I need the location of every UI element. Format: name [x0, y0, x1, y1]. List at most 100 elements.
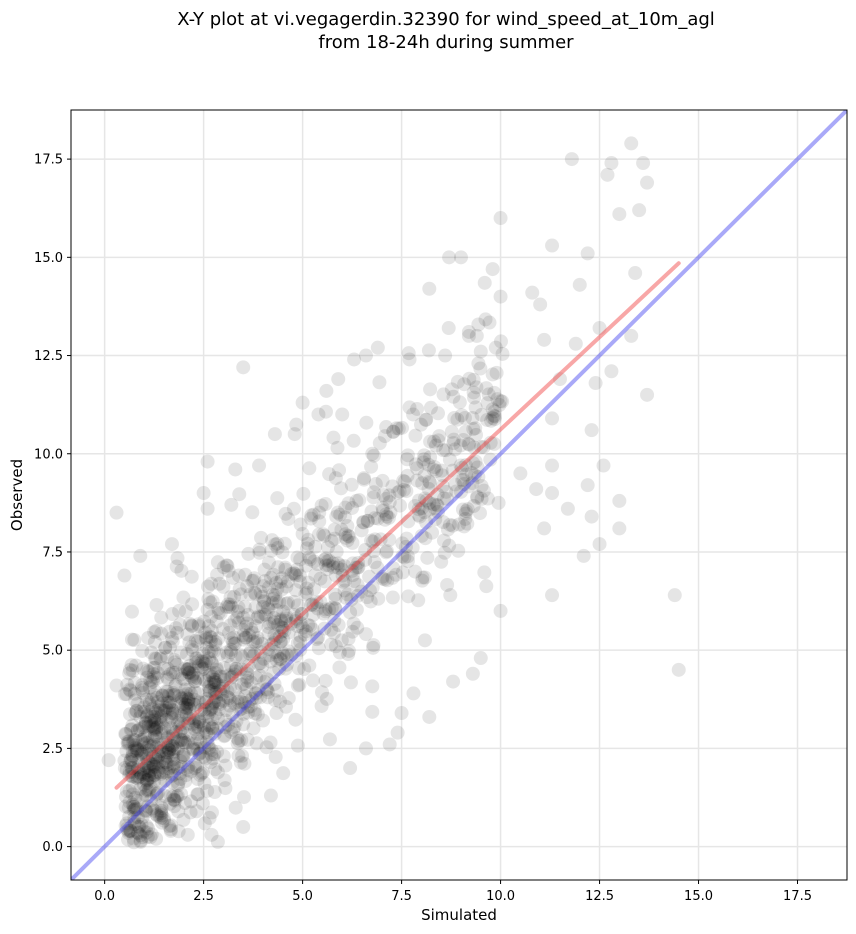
data-point — [139, 825, 154, 840]
data-point — [161, 672, 175, 687]
data-point — [190, 671, 205, 686]
data-point — [412, 493, 427, 508]
data-point — [276, 604, 291, 619]
data-point — [421, 343, 436, 358]
data-point — [187, 692, 202, 707]
data-point — [239, 681, 254, 696]
data-point — [216, 621, 231, 636]
data-point — [188, 757, 203, 772]
data-point — [338, 500, 353, 515]
data-point — [164, 818, 179, 833]
data-point — [203, 665, 218, 680]
data-point — [221, 599, 236, 614]
data-point — [244, 675, 259, 690]
data-point — [134, 746, 149, 761]
data-point — [456, 472, 471, 487]
data-point — [326, 625, 341, 640]
data-point — [457, 377, 472, 392]
data-point — [324, 622, 339, 637]
data-point — [190, 772, 205, 787]
data-point — [334, 633, 349, 648]
data-point — [233, 662, 248, 677]
data-point — [182, 661, 197, 676]
data-point — [474, 440, 489, 455]
y-tick-label: 7.5 — [42, 545, 63, 560]
data-point — [480, 491, 495, 506]
data-point — [190, 726, 205, 741]
data-point — [127, 743, 142, 758]
data-point — [154, 610, 169, 625]
data-point — [294, 607, 309, 622]
data-point — [284, 647, 299, 662]
data-point — [203, 755, 218, 770]
data-point — [171, 804, 186, 819]
data-point — [174, 645, 189, 660]
data-point — [247, 702, 262, 717]
data-point — [253, 585, 268, 600]
data-point — [200, 602, 215, 617]
data-point — [405, 540, 420, 555]
data-point — [151, 748, 166, 763]
data-point — [149, 722, 164, 737]
data-point — [175, 697, 190, 711]
data-point — [314, 498, 329, 513]
regression-line — [114, 261, 681, 790]
data-point — [158, 755, 173, 770]
data-point — [469, 427, 484, 442]
data-point — [176, 748, 191, 763]
data-point — [379, 420, 394, 435]
data-point — [160, 649, 175, 664]
data-point — [166, 756, 181, 771]
data-point — [191, 714, 206, 729]
data-point — [202, 651, 217, 666]
data-point — [206, 672, 221, 687]
data-point — [245, 505, 260, 520]
data-point — [187, 715, 202, 730]
data-point — [307, 581, 322, 596]
data-point — [189, 759, 204, 774]
data-point — [422, 709, 437, 724]
data-point — [309, 632, 324, 647]
data-point — [166, 759, 181, 774]
data-point — [240, 705, 255, 720]
data-point — [185, 670, 200, 685]
data-point — [221, 668, 236, 683]
data-point — [153, 775, 168, 790]
data-point — [366, 485, 381, 500]
data-point — [207, 747, 222, 762]
data-point — [425, 525, 440, 540]
data-point — [119, 744, 134, 759]
data-point — [330, 560, 345, 575]
data-point — [141, 783, 156, 798]
data-point — [545, 411, 560, 426]
data-point — [173, 732, 188, 747]
data-point — [385, 570, 400, 585]
data-point — [172, 766, 187, 781]
data-point — [266, 567, 281, 582]
data-point — [127, 686, 142, 701]
data-point — [258, 607, 273, 622]
data-point — [471, 469, 486, 484]
data-point — [446, 674, 461, 689]
x-tick-label: 2.5 — [193, 889, 214, 904]
data-point — [350, 577, 365, 592]
data-point — [303, 511, 318, 526]
data-point — [290, 550, 305, 565]
data-point — [490, 392, 505, 407]
data-point — [315, 685, 330, 700]
data-point — [596, 458, 611, 473]
data-point — [331, 372, 346, 387]
data-point — [140, 735, 155, 750]
data-point — [206, 751, 221, 766]
data-point — [140, 775, 155, 790]
data-point — [211, 695, 226, 710]
data-point — [440, 522, 455, 537]
data-point — [228, 664, 243, 679]
data-point — [154, 801, 169, 816]
data-point — [473, 651, 488, 666]
data-point — [190, 787, 205, 802]
data-point — [162, 743, 177, 758]
data-point — [119, 687, 134, 702]
data-point — [174, 563, 189, 578]
data-point — [351, 555, 366, 570]
